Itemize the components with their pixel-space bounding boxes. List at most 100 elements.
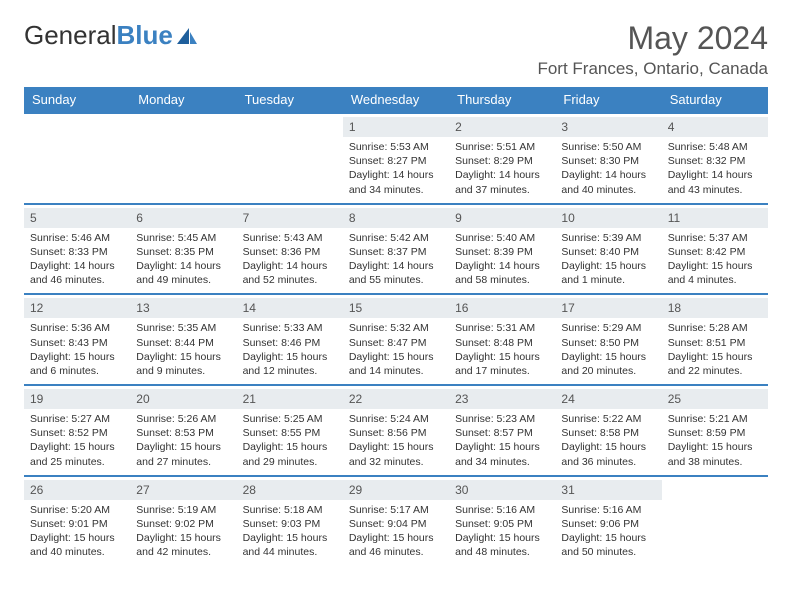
day-number: 30	[449, 480, 555, 500]
daylight-line: and 25 minutes.	[30, 455, 124, 469]
calendar-cell: 9Sunrise: 5:40 AMSunset: 8:39 PMDaylight…	[449, 204, 555, 295]
calendar-cell: 22Sunrise: 5:24 AMSunset: 8:56 PMDayligh…	[343, 385, 449, 476]
sunrise-line: Sunrise: 5:29 AM	[561, 321, 655, 335]
daylight-line: and 34 minutes.	[349, 183, 443, 197]
day-number: 4	[662, 117, 768, 137]
day-number: 7	[237, 208, 343, 228]
daylight-line: and 46 minutes.	[349, 545, 443, 559]
calendar-cell: 5Sunrise: 5:46 AMSunset: 8:33 PMDaylight…	[24, 204, 130, 295]
day-number: 26	[24, 480, 130, 500]
day-number: 3	[555, 117, 661, 137]
sunset-line: Sunset: 8:47 PM	[349, 336, 443, 350]
calendar-cell: 13 Sunrise: 5:35 AMSunset: 8:44 PMDayligh…	[130, 294, 236, 385]
calendar-cell: 16Sunrise: 5:31 AMSunset: 8:48 PMDayligh…	[449, 294, 555, 385]
sunrise-line: Sunrise: 5:25 AM	[243, 412, 337, 426]
daylight-line: Daylight: 15 hours	[30, 531, 124, 545]
daylight-line: and 55 minutes.	[349, 273, 443, 287]
day-number: 5	[24, 208, 130, 228]
sunrise-line: Sunrise: 5:48 AM	[668, 140, 762, 154]
calendar-cell: 25Sunrise: 5:21 AMSunset: 8:59 PMDayligh…	[662, 385, 768, 476]
sunrise-line: Sunrise: 5:32 AM	[349, 321, 443, 335]
sunset-line: Sunset: 8:35 PM	[136, 245, 230, 259]
calendar-cell: 23Sunrise: 5:23 AMSunset: 8:57 PMDayligh…	[449, 385, 555, 476]
daylight-line: Daylight: 15 hours	[455, 350, 549, 364]
sunset-line: Sunset: 8:44 PM	[136, 336, 230, 350]
daylight-line: Daylight: 14 hours	[243, 259, 337, 273]
sunrise-line: Sunrise: 5:16 AM	[455, 503, 549, 517]
sunset-line: Sunset: 8:57 PM	[455, 426, 549, 440]
daylight-line: Daylight: 15 hours	[349, 440, 443, 454]
calendar-table: SundayMondayTuesdayWednesdayThursdayFrid…	[24, 87, 768, 565]
sunset-line: Sunset: 8:51 PM	[668, 336, 762, 350]
daylight-line: and 32 minutes.	[349, 455, 443, 469]
daylight-line: Daylight: 14 hours	[30, 259, 124, 273]
daylight-line: Daylight: 15 hours	[136, 350, 230, 364]
sunset-line: Sunset: 8:36 PM	[243, 245, 337, 259]
day-number: 12	[24, 298, 130, 318]
calendar-week: 19Sunrise: 5:27 AMSunset: 8:52 PMDayligh…	[24, 385, 768, 476]
sunrise-line: Sunrise: 5:19 AM	[136, 503, 230, 517]
daylight-line: Daylight: 14 hours	[668, 168, 762, 182]
daylight-line: and 42 minutes.	[136, 545, 230, 559]
daylight-line: Daylight: 15 hours	[561, 259, 655, 273]
sunset-line: Sunset: 9:06 PM	[561, 517, 655, 531]
daylight-line: Daylight: 15 hours	[243, 440, 337, 454]
daylight-line: and 20 minutes.	[561, 364, 655, 378]
daylight-line: and 52 minutes.	[243, 273, 337, 287]
daylight-line: Daylight: 15 hours	[668, 259, 762, 273]
daylight-line: Daylight: 14 hours	[349, 259, 443, 273]
day-number: 17	[555, 298, 661, 318]
daylight-line: and 50 minutes.	[561, 545, 655, 559]
calendar-cell: 17 Sunrise: 5:29 AMSunset: 8:50 PMDayligh…	[555, 294, 661, 385]
calendar-cell: 8Sunrise: 5:42 AMSunset: 8:37 PMDaylight…	[343, 204, 449, 295]
sunset-line: Sunset: 8:50 PM	[561, 336, 655, 350]
day-number: 8	[343, 208, 449, 228]
calendar-cell: 3Sunrise: 5:50 AMSunset: 8:30 PMDaylight…	[555, 113, 661, 204]
day-number: 2	[449, 117, 555, 137]
sunset-line: Sunset: 8:55 PM	[243, 426, 337, 440]
daylight-line: and 43 minutes.	[668, 183, 762, 197]
sunrise-line: Sunrise: 5:37 AM	[668, 231, 762, 245]
daylight-line: Daylight: 15 hours	[668, 350, 762, 364]
weekday-header: Tuesday	[237, 87, 343, 113]
sunrise-line: Sunrise: 5:24 AM	[349, 412, 443, 426]
day-number: 21	[237, 389, 343, 409]
day-number: 1	[343, 117, 449, 137]
day-number: 18	[662, 298, 768, 318]
calendar-cell: 2Sunrise: 5:51 AMSunset: 8:29 PMDaylight…	[449, 113, 555, 204]
daylight-line: and 58 minutes.	[455, 273, 549, 287]
calendar-week: 1Sunrise: 5:53 AMSunset: 8:27 PMDaylight…	[24, 113, 768, 204]
sunset-line: Sunset: 8:37 PM	[349, 245, 443, 259]
location: Fort Frances, Ontario, Canada	[537, 59, 768, 79]
sunset-line: Sunset: 9:03 PM	[243, 517, 337, 531]
sunrise-line: Sunrise: 5:46 AM	[30, 231, 124, 245]
day-number: 16	[449, 298, 555, 318]
calendar-cell	[130, 113, 236, 204]
daylight-line: and 4 minutes.	[668, 273, 762, 287]
sunset-line: Sunset: 8:46 PM	[243, 336, 337, 350]
calendar-week: 5Sunrise: 5:46 AMSunset: 8:33 PMDaylight…	[24, 204, 768, 295]
calendar-cell: 21 Sunrise: 5:25 AMSunset: 8:55 PMDayligh…	[237, 385, 343, 476]
daylight-line: and 40 minutes.	[561, 183, 655, 197]
daylight-line: Daylight: 15 hours	[561, 350, 655, 364]
sunrise-line: Sunrise: 5:40 AM	[455, 231, 549, 245]
daylight-line: and 34 minutes.	[455, 455, 549, 469]
daylight-line: Daylight: 15 hours	[136, 531, 230, 545]
sunrise-line: Sunrise: 5:43 AM	[243, 231, 337, 245]
daylight-line: Daylight: 14 hours	[455, 168, 549, 182]
weekday-header: Saturday	[662, 87, 768, 113]
day-number: 13	[130, 298, 236, 318]
calendar-cell	[662, 476, 768, 566]
calendar-cell: 18Sunrise: 5:28 AMSunset: 8:51 PMDayligh…	[662, 294, 768, 385]
daylight-line: and 17 minutes.	[455, 364, 549, 378]
sunrise-line: Sunrise: 5:22 AM	[561, 412, 655, 426]
day-number: 22	[343, 389, 449, 409]
sunrise-line: Sunrise: 5:35 AM	[136, 321, 230, 335]
weekday-header: Monday	[130, 87, 236, 113]
calendar-week: 12Sunrise: 5:36 AMSunset: 8:43 PMDayligh…	[24, 294, 768, 385]
weekday-header: Friday	[555, 87, 661, 113]
daylight-line: Daylight: 14 hours	[136, 259, 230, 273]
sunrise-line: Sunrise: 5:36 AM	[30, 321, 124, 335]
daylight-line: Daylight: 15 hours	[136, 440, 230, 454]
weekday-header: Sunday	[24, 87, 130, 113]
